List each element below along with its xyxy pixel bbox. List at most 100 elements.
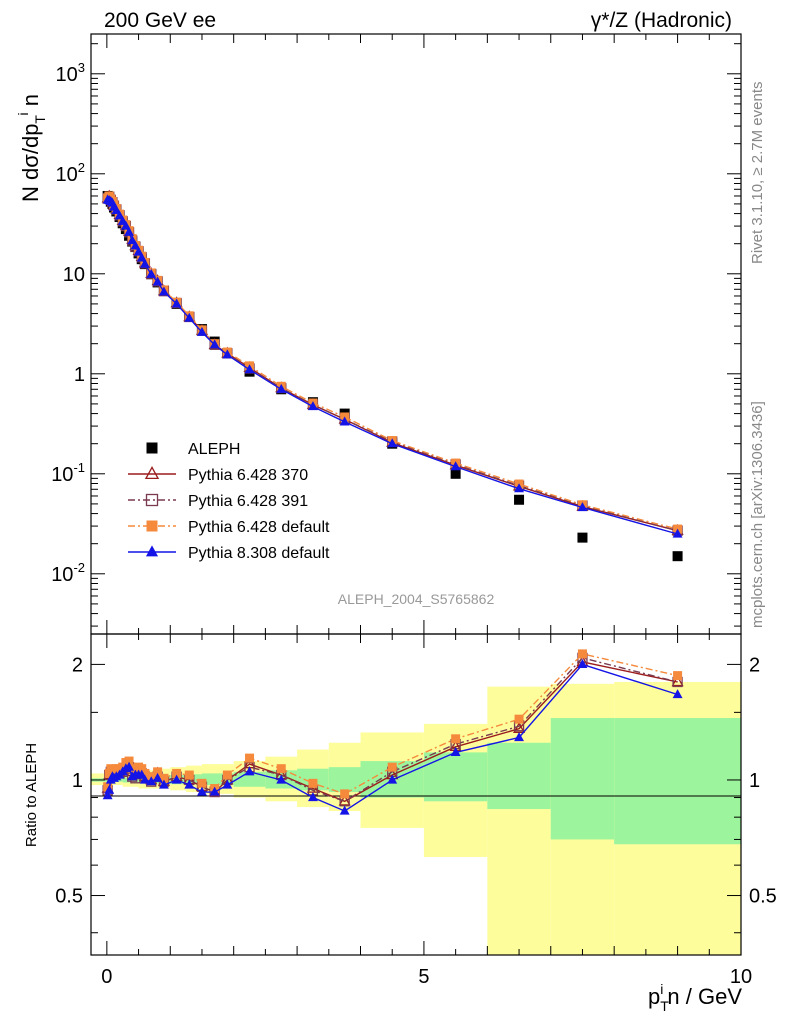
main-point-s4-21 — [209, 339, 220, 349]
ratio-point-s3-23 — [244, 766, 255, 776]
main-point-s4-19 — [184, 312, 195, 322]
ratio-band-inner — [614, 718, 741, 845]
legend-label-1: Pythia 6.428 370 — [188, 467, 308, 484]
main-point-s0-30 — [577, 532, 588, 543]
main-point-s4-26 — [339, 416, 350, 426]
ratio-point-s3-26 — [339, 805, 350, 815]
ratio-ylabel: Ratio to ALEPH — [23, 743, 40, 847]
mcplots-label: mcplots.cern.ch [arXiv:1306.3436] — [749, 401, 766, 628]
ratio-axes: 0.5 0.5 1 1 2 2 0 5 10 — [55, 634, 777, 988]
main-ytick-label: 103 — [56, 60, 85, 86]
ratio-point-s3-18 — [171, 774, 182, 784]
ratio-point-s3-14 — [139, 774, 150, 784]
ratio-point-s3-19 — [184, 779, 195, 789]
main-point-s4-20 — [197, 326, 207, 336]
ratio-point-s3-31 — [672, 689, 683, 699]
header-right: γ*/Z (Hadronic) — [591, 9, 732, 32]
ratio-point-s3-24 — [276, 774, 287, 784]
ratio-frame — [90, 633, 742, 956]
main-ytick-label: 10 — [63, 264, 85, 286]
ratio-point-s3-22 — [222, 779, 233, 789]
ratio-point-s2-31 — [673, 671, 683, 681]
ratio-ytick-label-right: 1 — [749, 770, 760, 792]
main-point-s4-27 — [387, 438, 398, 448]
main-point-s4-30 — [577, 502, 588, 512]
svg-text:N dσ/dpTi n: N dσ/dpTi n — [15, 94, 48, 202]
ratio-point-s3-16 — [152, 772, 163, 782]
main-ytick-label: 10-2 — [51, 560, 85, 586]
ratio-point-s2-23 — [245, 753, 255, 763]
legend-marker-4 — [145, 545, 159, 557]
ratio-point-s3-17 — [158, 779, 169, 789]
ratio-point-s2-16 — [153, 767, 163, 777]
main-point-s4-18 — [171, 298, 182, 308]
main-axes: 10-2 10-1 1 10 102 103 — [51, 34, 742, 634]
ratio-band-inner — [487, 742, 551, 810]
analysis-watermark: ALEPH_2004_S5765862 — [338, 591, 495, 607]
ratio-point-s2-24 — [276, 764, 286, 774]
ratio-ytick-label-right: 0.5 — [749, 886, 777, 908]
main-point-s4-29 — [514, 483, 524, 493]
ratio-ytick-label: 0.5 — [55, 886, 83, 908]
ratio-band-inner — [201, 773, 234, 786]
legend-marker-1 — [144, 466, 160, 480]
ratio-point-s3-1 — [104, 784, 115, 794]
ratio-point-s2-9 — [124, 756, 134, 766]
ratio-point-s3-21 — [209, 786, 220, 796]
legend-label-0: ALEPH — [188, 441, 240, 458]
legend-label-2: Pythia 6.428 391 — [188, 493, 308, 510]
ratio-point-s2-26 — [340, 789, 350, 799]
ratio-point-s2-30 — [577, 649, 587, 659]
legend-marker-0 — [146, 442, 158, 454]
ratio-ytick-label: 2 — [72, 654, 83, 676]
main-ytick-label: 1 — [74, 364, 85, 386]
main-point-s4-14 — [139, 258, 150, 268]
header-left: 200 GeV ee — [104, 9, 216, 32]
ratio-band-inner — [550, 718, 615, 840]
legend-marker-3 — [146, 520, 158, 532]
legend-marker-2 — [145, 493, 159, 507]
main-point-s4-23 — [244, 364, 255, 374]
ratio-point-s2-18 — [172, 768, 182, 778]
main-point-s4-13 — [136, 252, 147, 262]
ratio-band-inner — [423, 752, 488, 802]
main-frame — [90, 33, 742, 635]
main-ytick-label: 10-1 — [51, 460, 85, 486]
main-point-s4-22 — [222, 349, 233, 359]
ratio-point-s2-28 — [451, 734, 461, 744]
main-ylabel: N dσ/dpTi n — [15, 94, 48, 202]
main-point-s4-17 — [158, 286, 169, 296]
main-point-s4-15 — [146, 268, 157, 278]
ratio-point-s3-9 — [124, 761, 134, 771]
ratio-point-s3-15 — [146, 776, 157, 786]
ratio-point-s2-17 — [159, 773, 169, 783]
ratio-point-s3-20 — [197, 786, 207, 796]
main-point-s4-25 — [308, 401, 318, 411]
main-point-s4-28 — [450, 461, 461, 471]
ratio-point-s2-0 — [103, 782, 113, 792]
ratio-point-s3-25 — [308, 792, 318, 802]
x-axis-title: pTi n / GeV — [648, 981, 742, 1014]
ratio-point-s2-14 — [140, 768, 150, 778]
legend-label-4: Pythia 8.308 default — [188, 545, 330, 562]
main-ytick-label: 102 — [56, 160, 85, 186]
main-point-s4-16 — [152, 276, 163, 286]
ratio-point-s2-22 — [222, 770, 232, 780]
ratio-point-s0-31 — [671, 675, 684, 687]
ratio-point-s2-29 — [514, 714, 524, 724]
ratio-point-s3-29 — [514, 732, 524, 742]
ratio-ytick-label-right: 2 — [749, 654, 760, 676]
ratio-point-s2-27 — [387, 762, 397, 772]
xtick-label: 10 — [730, 966, 752, 988]
ratio-point-s3-30 — [577, 658, 588, 668]
main-point-s4-9 — [124, 226, 134, 236]
ratio-bands — [91, 681, 741, 955]
main-point-s4-24 — [276, 383, 287, 393]
ratio-point-s3-27 — [387, 774, 398, 784]
ratio-band-inner — [233, 771, 266, 787]
legend-label-3: Pythia 6.428 default — [188, 519, 330, 536]
ratio-point-s2-13 — [137, 764, 147, 774]
rivet-version-label: Rivet 3.1.10, ≥ 2.7M events — [749, 82, 766, 265]
xtick-label: 5 — [418, 966, 429, 988]
